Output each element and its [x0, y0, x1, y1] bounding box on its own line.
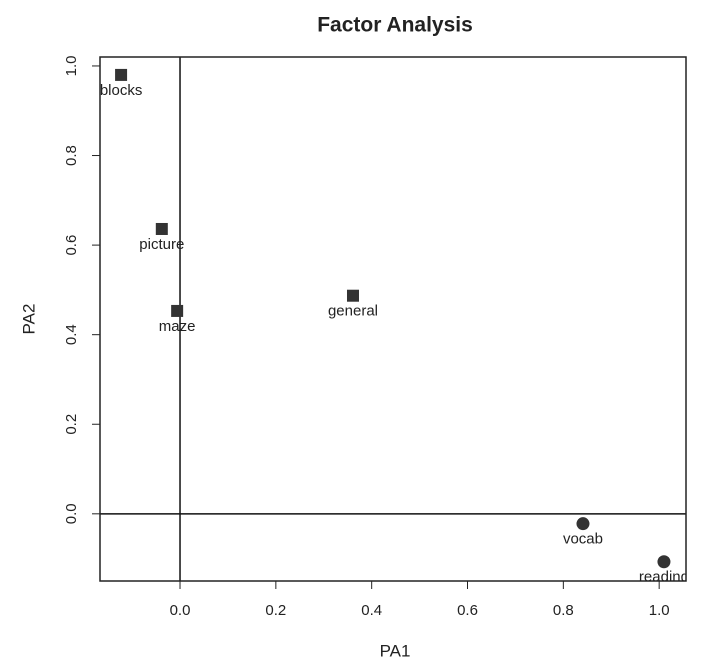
point-label: reading [639, 569, 689, 586]
x-tick-label: 1.0 [649, 602, 670, 619]
x-tick-label: 0.4 [361, 602, 382, 619]
y-tick-label: 0.2 [63, 414, 80, 435]
y-tick-label: 0.4 [63, 324, 80, 345]
point-circle [657, 555, 671, 569]
point-label: blocks [100, 82, 143, 99]
x-tick-label: 0.8 [553, 602, 574, 619]
point-square [171, 304, 184, 317]
y-tick-label: 0.6 [63, 235, 80, 256]
plot-area: blocks picture maze general vocab reading [100, 57, 689, 586]
point-label: picture [139, 236, 184, 253]
point-label: vocab [563, 531, 603, 548]
point-square [115, 68, 128, 81]
point-circle [576, 517, 590, 531]
x-tick-label: 0.0 [170, 602, 191, 619]
y-axis-title: PA2 [19, 304, 38, 335]
point-square [346, 289, 359, 302]
chart-title: Factor Analysis [317, 14, 473, 37]
point-label: maze [159, 318, 196, 335]
y-tick-label: 0.8 [63, 145, 80, 166]
y-tick-label: 0.0 [63, 503, 80, 524]
y-tick-label: 1.0 [63, 56, 80, 77]
point-square [155, 222, 168, 235]
x-tick-label: 0.2 [265, 602, 286, 619]
point-label: general [328, 303, 378, 320]
x-axis-title: PA1 [380, 641, 411, 660]
plot-frame [99, 56, 687, 582]
x-tick-label: 0.6 [457, 602, 478, 619]
